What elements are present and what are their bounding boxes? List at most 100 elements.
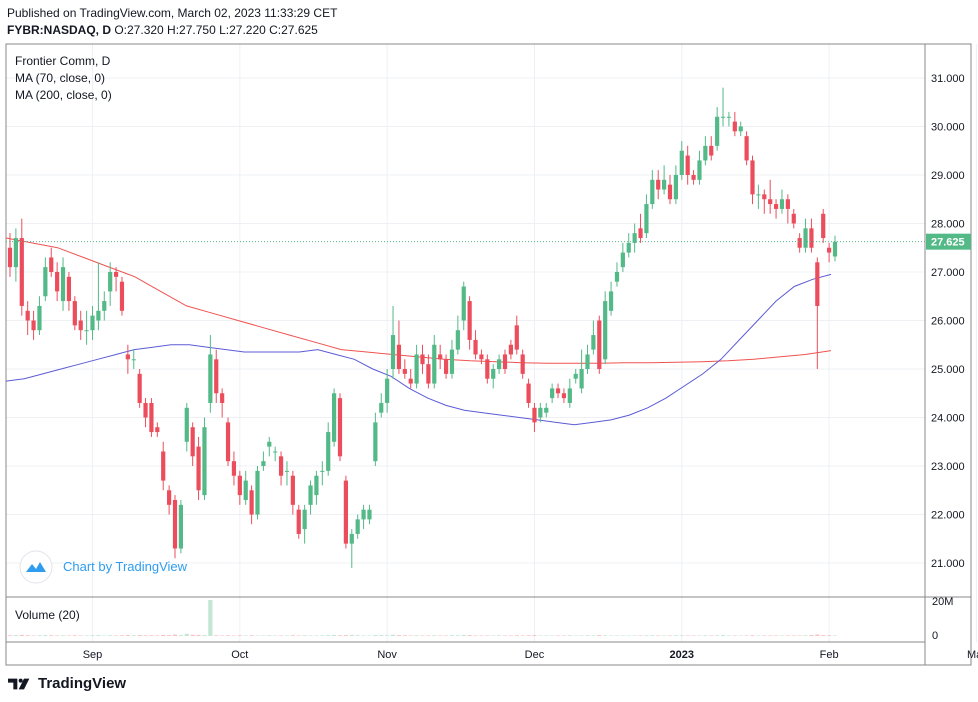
- candle: [532, 402, 537, 433]
- volume-bar: [656, 635, 661, 636]
- volume-bar: [367, 635, 372, 636]
- volume-bar: [650, 635, 655, 636]
- candle-body: [361, 509, 366, 520]
- candle-body: [497, 359, 502, 370]
- volume-bar: [37, 635, 42, 636]
- volume-bar: [225, 635, 231, 636]
- volume-bar: [573, 635, 578, 636]
- candle: [214, 349, 219, 403]
- candle-body: [555, 388, 561, 394]
- footer-logo[interactable]: TradingView: [8, 675, 126, 692]
- candle: [131, 349, 136, 370]
- candle: [432, 335, 437, 389]
- time-tick-label: Oct: [231, 649, 248, 661]
- candle-body: [768, 199, 773, 205]
- volume-bar: [220, 635, 225, 636]
- candle-body: [72, 301, 77, 326]
- volume-bar: [7, 635, 13, 636]
- candle-body: [320, 470, 325, 472]
- volume-bar: [485, 635, 490, 636]
- volume-bar: [797, 635, 802, 636]
- candle: [667, 174, 673, 205]
- volume-bar: [349, 634, 354, 636]
- volume-bar: [597, 635, 602, 636]
- volume-bar: [768, 635, 773, 636]
- volume-bar: [420, 635, 425, 636]
- candle-body: [220, 393, 225, 403]
- candle: [573, 369, 578, 384]
- candle-body: [815, 262, 820, 306]
- candle-body: [408, 378, 413, 384]
- candle: [78, 310, 83, 340]
- candle: [697, 150, 702, 185]
- candle-body: [196, 446, 201, 491]
- candle: [367, 504, 372, 525]
- candle: [355, 514, 360, 539]
- candle: [720, 87, 726, 127]
- candle-body: [662, 179, 667, 190]
- candle: [119, 276, 125, 316]
- volume-bar: [13, 635, 18, 636]
- candle-body: [491, 369, 496, 379]
- candle-body: [90, 315, 95, 331]
- candle: [155, 422, 160, 437]
- volume-bar: [96, 635, 101, 636]
- price-tick-label: 30.000: [931, 121, 965, 133]
- candle-body: [296, 509, 301, 534]
- candle: [278, 451, 284, 486]
- candle: [273, 446, 278, 462]
- candle-body: [402, 369, 407, 374]
- candle: [43, 257, 48, 302]
- candle: [243, 470, 248, 505]
- candle: [514, 315, 519, 355]
- volume-bar: [385, 635, 390, 636]
- candle-body: [597, 320, 602, 370]
- candle: [750, 155, 755, 205]
- candle: [172, 495, 178, 559]
- candle-body: [821, 213, 826, 239]
- candle-body: [797, 238, 802, 248]
- candle-body: [809, 228, 814, 248]
- volume-bar: [379, 635, 384, 636]
- volume-bar: [261, 635, 266, 636]
- candle-body: [644, 204, 649, 234]
- tradingview-watermark[interactable]: Chart by TradingView: [19, 550, 188, 584]
- candle-body: [762, 194, 767, 200]
- candle-body: [532, 407, 537, 423]
- volume-bar: [237, 635, 242, 636]
- volume-bar: [561, 635, 567, 636]
- volume-bar: [373, 635, 378, 636]
- volume-bar: [732, 635, 737, 636]
- volume-bar: [432, 635, 437, 636]
- candle: [756, 184, 761, 209]
- volume-bar: [785, 635, 790, 636]
- volume-bar: [709, 635, 714, 636]
- candle: [827, 242, 832, 263]
- volume-bar: [626, 635, 631, 636]
- time-tick-label: Dec: [525, 649, 545, 661]
- candle-body: [161, 451, 166, 481]
- candle-body: [178, 504, 183, 549]
- volume-bar: [19, 634, 24, 636]
- candle-body: [703, 145, 708, 161]
- candle: [31, 310, 36, 340]
- volume-bar: [178, 635, 183, 636]
- volume-bar: [585, 635, 590, 636]
- candle: [732, 111, 737, 137]
- volume-bar: [632, 635, 637, 636]
- candle: [544, 402, 549, 418]
- candle: [178, 499, 183, 554]
- price-tick-label: 21.000: [931, 558, 965, 570]
- candle-body: [691, 174, 696, 180]
- candle: [60, 257, 66, 311]
- candle-body: [455, 330, 460, 350]
- candle: [443, 354, 449, 379]
- candle-body: [650, 179, 655, 205]
- volume-bar: [332, 634, 337, 636]
- candle: [184, 402, 189, 452]
- candle-body: [573, 373, 578, 379]
- price-tick-label: 22.000: [931, 510, 965, 522]
- volume-bar: [49, 635, 54, 636]
- candle-body: [697, 160, 702, 180]
